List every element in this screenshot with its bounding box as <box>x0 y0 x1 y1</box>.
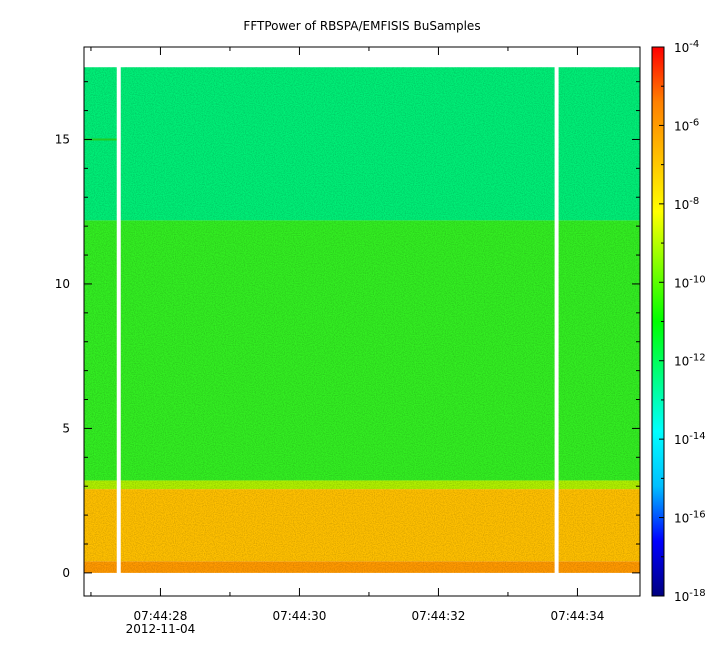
plot-area <box>83 46 641 597</box>
colorbar-tick-label: 10-4 <box>674 39 699 55</box>
y-tick-label: 10 <box>55 277 70 291</box>
x-tick-label: 07:44:28 <box>133 609 187 623</box>
colorbar-tick-label: 10-10 <box>674 274 706 290</box>
y-axis: 0 5 10 15 <box>55 81 640 580</box>
y-tick-label: 0 <box>62 566 70 580</box>
chart-title: FFTPower of RBSPA/EMFISIS BuSamples <box>243 19 480 33</box>
colorbar-tick-label: 10-8 <box>674 196 699 212</box>
colorbar-tick-label: 10-18 <box>674 588 706 604</box>
x-tick-label: 07:44:34 <box>550 609 604 623</box>
x-axis: 07:44:28 07:44:30 07:44:32 07:44:34 2012-11-… <box>90 47 604 636</box>
heatmap-data <box>84 67 640 573</box>
data-gap-0 <box>116 66 121 574</box>
x-tick-label: 07:44:30 <box>272 609 326 623</box>
colorbar-tick-label: 10-12 <box>674 353 706 369</box>
data-gap-1 <box>554 66 559 574</box>
colorbar: 10-18 10-16 10-14 10-12 10-10 10-8 10-6 10-4 <box>651 39 706 604</box>
y-tick-label: 5 <box>62 421 70 435</box>
x-tick-label: 07:44:32 <box>411 609 465 623</box>
heatmap-texture <box>84 67 640 573</box>
x-date-label: 2012-11-04 <box>126 622 196 636</box>
colorbar-tick-label: 10-14 <box>674 431 706 447</box>
colorbar-tick-label: 10-16 <box>674 510 706 526</box>
colorbar-tick-label: 10-6 <box>674 117 699 133</box>
y-tick-label: 15 <box>55 132 70 146</box>
plot-frame <box>83 46 641 597</box>
